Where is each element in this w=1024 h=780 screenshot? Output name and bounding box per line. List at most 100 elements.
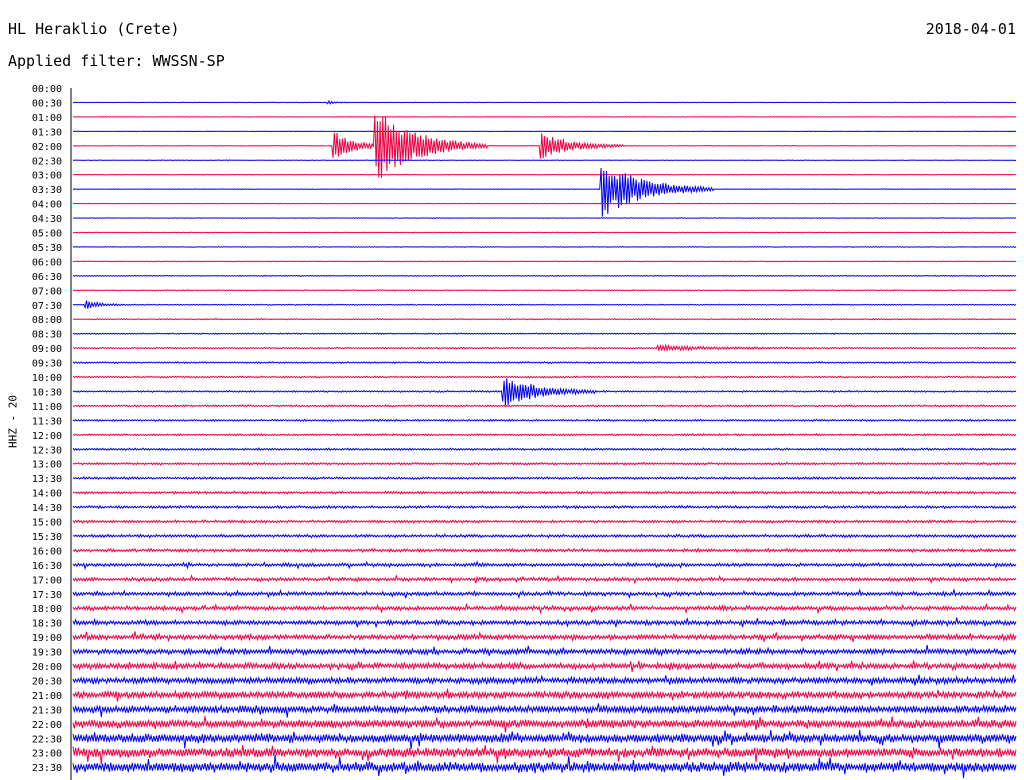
trace-row: [72, 375, 1017, 379]
trace-row: [72, 378, 1017, 406]
time-tick-label: 12:30: [32, 445, 62, 456]
trace-row: [72, 159, 1017, 162]
time-tick-label: 06:30: [32, 272, 62, 283]
trace-row: [72, 167, 1017, 217]
time-tick-label: 10:00: [32, 373, 62, 384]
trace-row: [72, 433, 1017, 437]
trace-row: [72, 115, 1017, 178]
time-tick-label: 18:00: [32, 604, 62, 615]
trace-row: [72, 418, 1017, 423]
trace-row: [72, 688, 1017, 702]
trace-row: [72, 476, 1017, 481]
time-tick-label: 01:00: [32, 113, 62, 124]
filter-label: Applied filter: WWSSN-SP: [8, 52, 225, 70]
time-tick-label: 09:00: [32, 344, 62, 355]
trace-row: [72, 660, 1017, 672]
time-tick-label: 08:30: [32, 330, 62, 341]
trace-row: [72, 745, 1017, 765]
time-tick-label: 14:30: [32, 503, 62, 514]
time-tick-label: 16:30: [32, 561, 62, 572]
trace-group: [72, 99, 1017, 778]
trace-row: [72, 490, 1017, 495]
time-tick-label: 13:30: [32, 474, 62, 485]
time-axis: 00:00 00:30 01:00 01:30 02:00 02:30 03:00 03:30…: [32, 84, 62, 774]
trace-row: [72, 703, 1017, 718]
time-tick-label: 07:30: [32, 301, 62, 312]
trace-row: [72, 317, 1017, 321]
time-tick-label: 22:00: [32, 720, 62, 731]
station-title: HL Heraklio (Crete): [8, 20, 180, 38]
time-tick-label: 03:00: [32, 171, 62, 182]
trace-row: [72, 245, 1017, 248]
trace-row: [72, 343, 1017, 353]
trace-row: [72, 332, 1017, 335]
time-tick-label: 09:30: [32, 359, 62, 370]
trace-row: [72, 617, 1017, 628]
time-tick-label: 17:30: [32, 590, 62, 601]
time-tick-label: 02:30: [32, 156, 62, 167]
time-tick-label: 19:30: [32, 648, 62, 659]
trace-row: [72, 547, 1017, 554]
trace-row: [72, 116, 1017, 118]
time-tick-label: 04:30: [32, 214, 62, 225]
trace-row: [72, 754, 1017, 778]
trace-row: [72, 631, 1017, 643]
trace-row: [72, 289, 1017, 292]
trace-row: [72, 560, 1017, 571]
time-tick-label: 00:30: [32, 98, 62, 109]
trace-row: [72, 715, 1017, 733]
trace-row: [72, 202, 1017, 205]
time-tick-label: 04:00: [32, 200, 62, 211]
time-tick-label: 14:00: [32, 489, 62, 500]
time-tick-label: 19:00: [32, 633, 62, 644]
time-tick-label: 05:00: [32, 229, 62, 240]
time-tick-label: 21:30: [32, 705, 62, 716]
trace-row: [72, 217, 1017, 219]
time-tick-label: 23:00: [32, 749, 62, 760]
trace-row: [72, 587, 1017, 600]
trace-row: [72, 99, 1017, 105]
time-tick-label: 11:00: [32, 402, 62, 413]
time-tick-label: 13:00: [32, 460, 62, 471]
trace-row: [72, 674, 1017, 686]
time-tick-label: 05:30: [32, 243, 62, 254]
time-tick-label: 17:00: [32, 575, 62, 586]
trace-row: [72, 729, 1017, 750]
time-tick-label: 15:00: [32, 518, 62, 529]
trace-row: [72, 602, 1017, 615]
time-tick-label: 01:30: [32, 127, 62, 138]
trace-row: [72, 130, 1017, 133]
trace-row: [72, 173, 1017, 176]
time-tick-label: 02:00: [32, 142, 62, 153]
trace-row: [72, 645, 1017, 658]
time-tick-label: 11:30: [32, 416, 62, 427]
time-tick-label: 08:00: [32, 315, 62, 326]
trace-row: [72, 260, 1017, 263]
time-tick-label: 10:30: [32, 387, 62, 398]
time-tick-label: 12:00: [32, 431, 62, 442]
trace-row: [72, 504, 1017, 510]
time-tick-label: 20:30: [32, 676, 62, 687]
trace-row: [72, 300, 1017, 310]
trace-row: [72, 533, 1017, 539]
time-tick-label: 06:00: [32, 257, 62, 268]
time-tick-label: 22:30: [32, 734, 62, 745]
trace-row: [72, 461, 1017, 466]
trace-row: [72, 404, 1017, 408]
time-tick-label: 07:00: [32, 286, 62, 297]
time-tick-label: 23:30: [32, 763, 62, 774]
time-tick-label: 03:30: [32, 185, 62, 196]
time-tick-label: 00:00: [32, 84, 62, 95]
time-tick-label: 16:00: [32, 546, 62, 557]
time-tick-label: 15:30: [32, 532, 62, 543]
trace-row: [72, 574, 1017, 585]
time-tick-label: 18:30: [32, 619, 62, 630]
trace-row: [72, 519, 1017, 524]
trace-row: [72, 447, 1017, 452]
record-date: 2018-04-01: [925, 20, 1016, 38]
time-tick-label: 20:00: [32, 662, 62, 673]
time-tick-label: 21:00: [32, 691, 62, 702]
trace-row: [72, 274, 1017, 278]
trace-row: [72, 360, 1017, 365]
